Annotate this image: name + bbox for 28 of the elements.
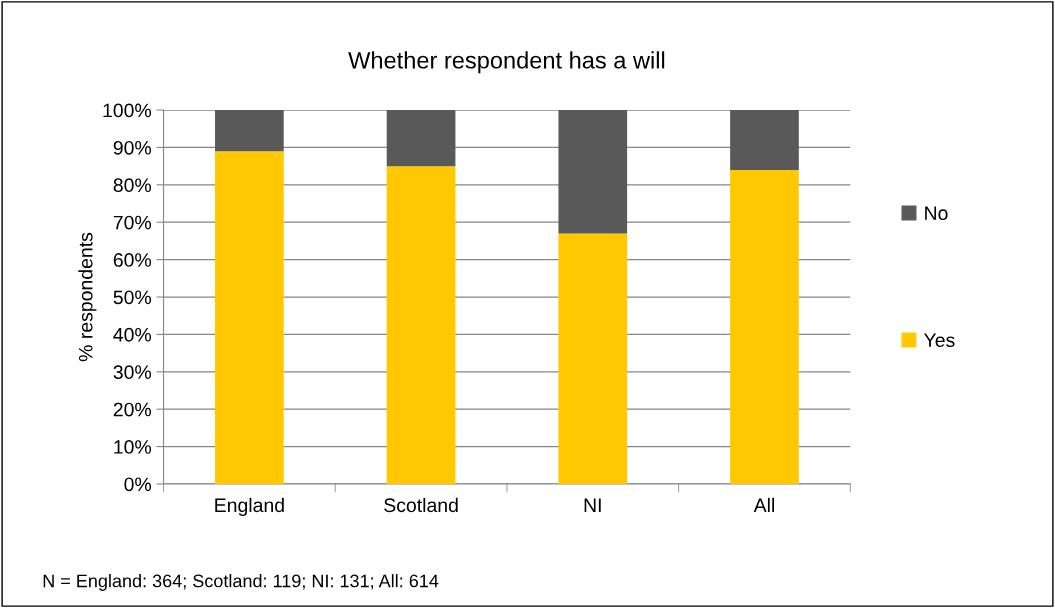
y-tick-label: 70% [113,215,152,230]
chart-title: Whether respondent has a will [348,51,665,74]
text: N = England: 364; Scotland: 119; NI: 131; All: 614 [43,574,439,591]
legend-label: No [925,206,948,221]
y-tick-label: 50% [113,290,152,305]
y-tick-label: 80% [113,178,152,193]
x-tick-label: All [753,497,774,512]
y-tick-label: 90% [113,140,152,155]
y-axis-title: % respondents [78,232,97,362]
y-tick-label: 40% [113,327,152,342]
bar [215,110,284,152]
bar [215,151,284,484]
bar [386,166,456,484]
bar [730,169,799,484]
y-tick-label: 60% [113,253,152,267]
bar [386,110,456,167]
y-tick-label: 100% [103,103,152,118]
x-tick-label: England [215,497,284,516]
y-tick-label: 10% [114,440,152,454]
bar [558,110,628,234]
x-tick-label: NI [584,498,601,512]
y-tick-label: 30% [113,365,152,380]
y-tick-label: 0% [124,477,152,492]
bar [730,110,799,170]
x-tick-label: Scotland [384,497,458,513]
bar [558,233,628,484]
legend-label: Yes [923,333,955,348]
y-tick-label: 20% [113,402,152,417]
